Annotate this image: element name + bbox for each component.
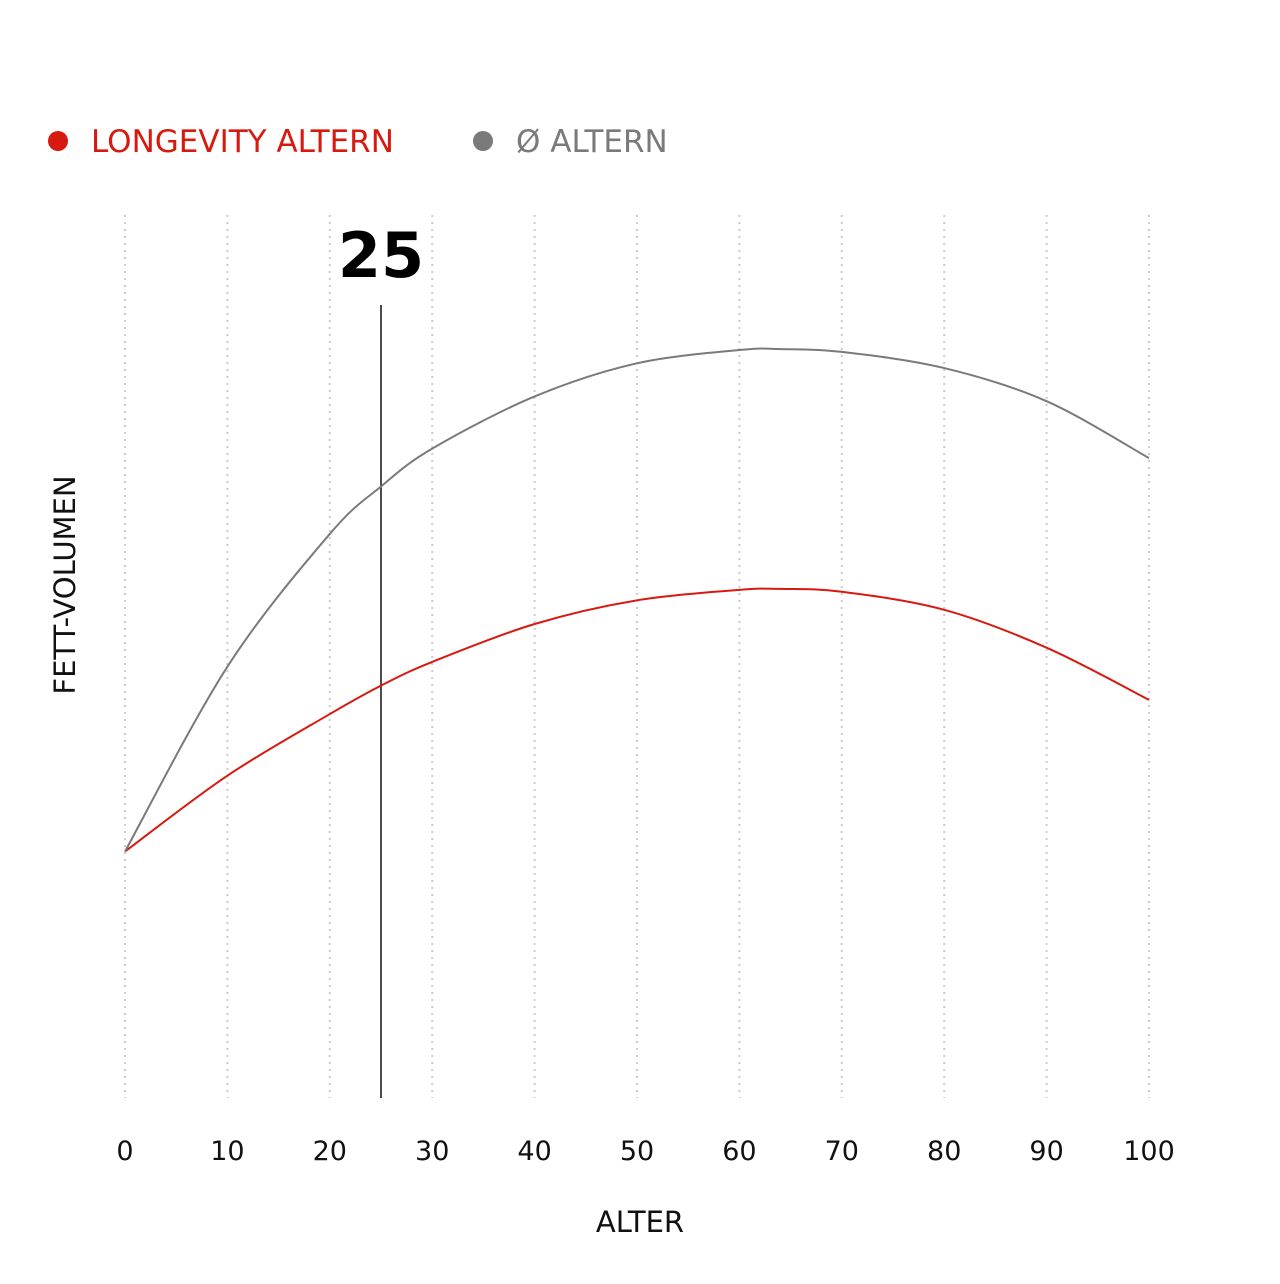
- x-tick-label: 30: [415, 1136, 449, 1167]
- series-line-average: [124, 347, 1150, 853]
- x-tick-label: 40: [517, 1136, 551, 1167]
- legend-item-average: Ø ALTERN: [473, 124, 668, 160]
- legend-item-longevity: LONGEVITY ALTERN: [48, 124, 394, 160]
- marker-label: 25: [338, 219, 424, 292]
- x-tick-label: 100: [1123, 1136, 1175, 1167]
- y-axis-label: FETT-VOLUMEN: [48, 475, 82, 694]
- series-lines: [124, 347, 1150, 853]
- legend-label: Ø ALTERN: [516, 124, 668, 160]
- grid-lines: [124, 215, 1150, 1098]
- legend: LONGEVITY ALTERN Ø ALTERN: [48, 124, 668, 160]
- x-tick-label: 70: [825, 1136, 859, 1167]
- series-line-longevity: [124, 587, 1150, 853]
- x-tick-label: 20: [313, 1136, 347, 1167]
- x-tick-label: 90: [1029, 1136, 1063, 1167]
- x-tick-label: 50: [620, 1136, 654, 1167]
- age-marker: 25: [338, 219, 424, 1098]
- legend-dot-icon: [48, 131, 68, 151]
- x-tick-label: 10: [210, 1136, 244, 1167]
- legend-label: LONGEVITY ALTERN: [91, 124, 394, 160]
- x-tick-label: 0: [116, 1136, 133, 1167]
- legend-dot-icon: [473, 131, 493, 151]
- x-tick-labels: 0 10 20 30 40 50 60 70 80 90 100: [116, 1136, 1174, 1167]
- x-axis-label: ALTER: [596, 1205, 684, 1239]
- x-tick-label: 80: [927, 1136, 961, 1167]
- x-tick-label: 60: [722, 1136, 756, 1167]
